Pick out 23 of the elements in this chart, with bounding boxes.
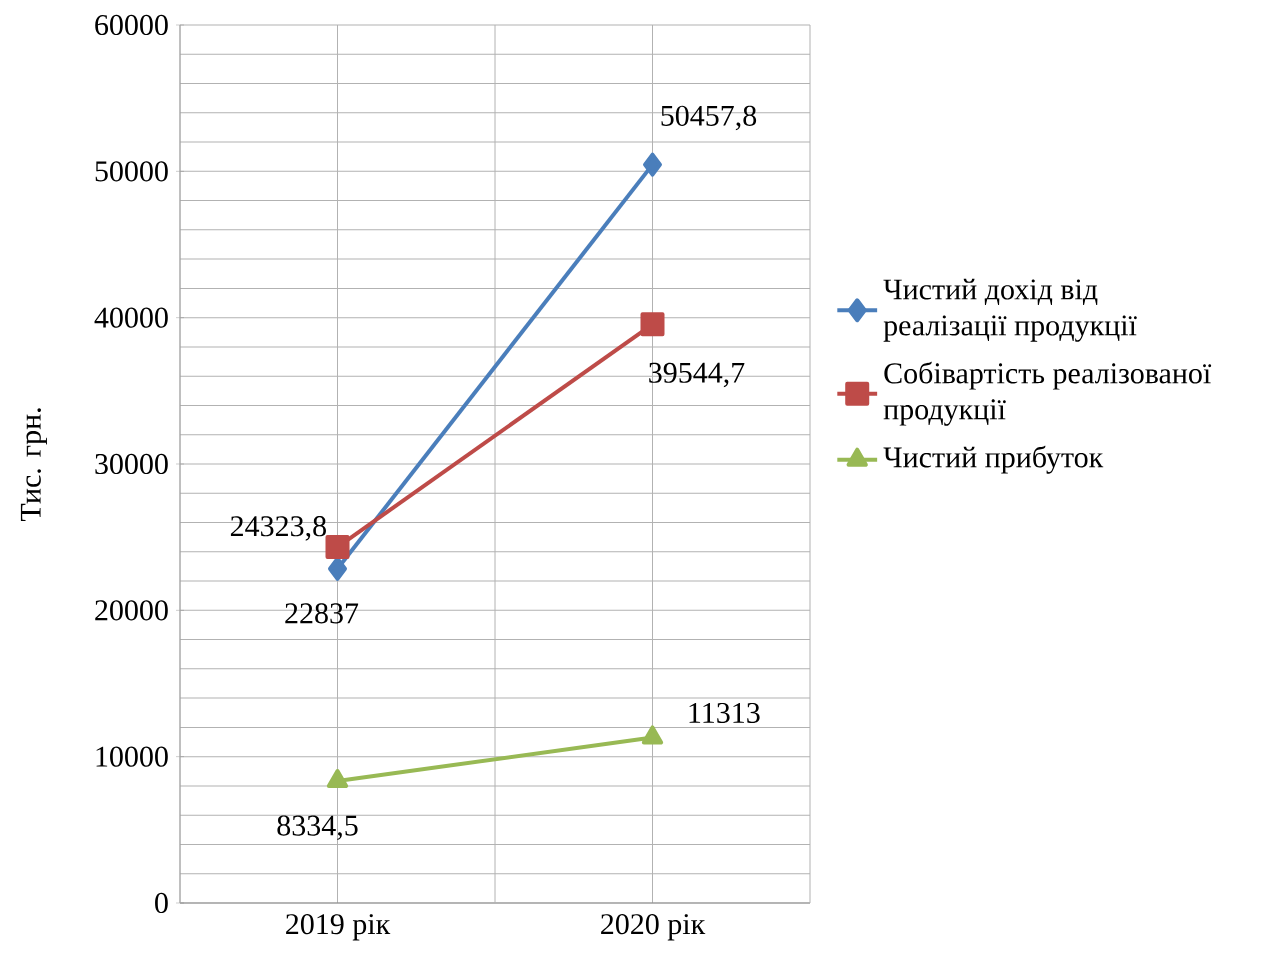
- point: [643, 152, 662, 177]
- x-tick-label: 2019 рік: [286, 914, 391, 941]
- legend-label: Чистий прибуток: [883, 445, 1104, 474]
- data-label: 11313: [689, 702, 760, 724]
- y-tick-label: 40000: [94, 307, 168, 328]
- y-tick-label: 0: [155, 892, 168, 914]
- legend-label: Собівартість реалізованої продукції: [883, 361, 1212, 426]
- data-label: 22837: [285, 603, 359, 624]
- y-tick-label: 60000: [95, 14, 168, 36]
- y-tick-label: 30000: [95, 453, 168, 475]
- legend-label: Чистий дохід від реалізації продукції: [883, 278, 1137, 342]
- y-tick-label: 10000: [96, 746, 168, 767]
- y-tick-label: 20000: [95, 600, 168, 621]
- y-axis-title: Тис. грн.: [20, 408, 47, 522]
- point: [328, 556, 347, 581]
- data-label: 24323,8: [230, 516, 326, 541]
- point: [640, 312, 665, 337]
- y-tick-label: 50000: [95, 161, 168, 182]
- x-tick-label: 2020 рік: [601, 914, 706, 941]
- data-label: 8334,5: [277, 815, 358, 840]
- point: [325, 535, 350, 560]
- data-label: 39544,7: [649, 362, 745, 388]
- data-label: 50457,8: [661, 105, 757, 131]
